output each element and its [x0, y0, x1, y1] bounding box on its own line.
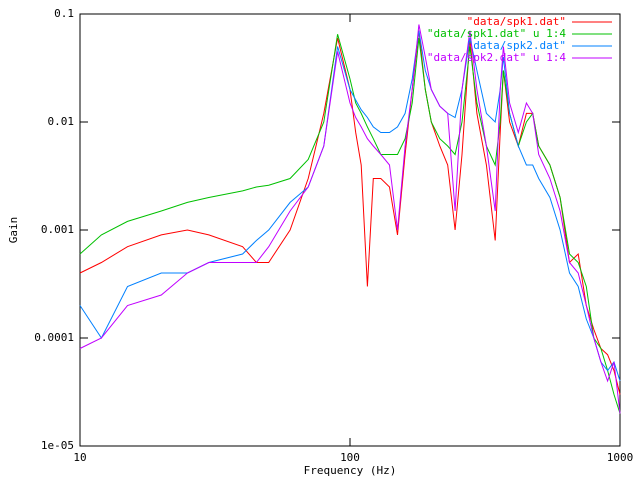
- plot-frame: [79, 13, 621, 447]
- y-tick-label: 0.001: [41, 223, 74, 236]
- y-tick-label: 0.0001: [34, 331, 74, 344]
- series-line: [79, 24, 621, 414]
- legend-label: "data/spk2.dat": [467, 39, 566, 52]
- legend-label: "data/spk2.dat" u 1:4: [427, 51, 566, 64]
- legend-label: "data/spk1.dat" u 1:4: [427, 27, 566, 40]
- x-axis-title: Frequency (Hz): [304, 464, 397, 477]
- x-tick-label: 100: [340, 451, 360, 464]
- y-tick-label: 0.01: [48, 115, 75, 128]
- legend-label: "data/spk1.dat": [467, 15, 566, 28]
- series-line: [79, 34, 621, 414]
- y-axis-title: Gain: [7, 217, 20, 244]
- y-tick-label: 1e-05: [41, 439, 74, 452]
- x-tick-label: 10: [73, 451, 86, 464]
- x-tick-label: 1000: [607, 451, 634, 464]
- y-tick-label: 0.1: [54, 7, 74, 20]
